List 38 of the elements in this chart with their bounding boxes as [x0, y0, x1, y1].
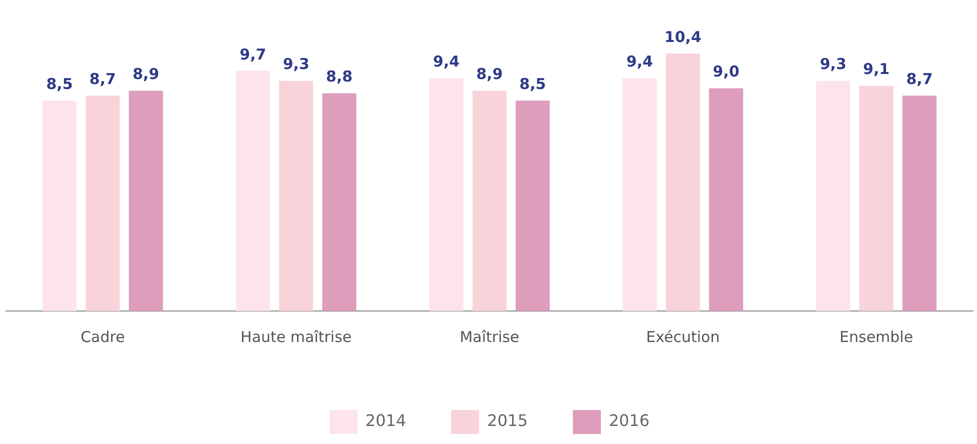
bar — [429, 78, 464, 311]
data-label: 8,5 — [46, 75, 73, 94]
bar — [902, 96, 937, 311]
bar — [86, 96, 120, 311]
bar — [816, 80, 850, 311]
data-label: 9,7 — [240, 45, 266, 64]
x-tick-label: Ensemble — [840, 328, 914, 346]
bar — [472, 90, 507, 311]
legend-label: 2016 — [608, 411, 650, 430]
bar — [859, 86, 894, 311]
bar — [666, 54, 700, 311]
x-tick-label: Haute maîtrise — [240, 328, 352, 346]
legend-label: 2014 — [365, 411, 406, 430]
data-label: 9,3 — [820, 55, 846, 74]
data-label: 8,8 — [326, 68, 353, 86]
bar — [128, 90, 163, 311]
data-label: 9,4 — [433, 52, 460, 71]
bar — [42, 100, 77, 311]
bar — [236, 70, 270, 311]
bar — [622, 78, 657, 311]
data-label: 9,1 — [863, 60, 890, 78]
data-label: 9,3 — [282, 55, 310, 74]
x-tick-label: Maîtrise — [460, 328, 520, 346]
data-label: 8,9 — [476, 65, 503, 84]
data-label: 8,7 — [89, 70, 116, 88]
data-label: 8,9 — [132, 65, 160, 84]
data-label: 8,5 — [519, 75, 546, 94]
data-label: 9,0 — [712, 62, 740, 81]
bar — [709, 88, 744, 311]
x-tick-label: Cadre — [80, 328, 125, 346]
data-label: 9,4 — [626, 52, 653, 71]
bar — [279, 80, 314, 311]
bar — [516, 100, 550, 311]
data-label: 8,7 — [906, 70, 933, 88]
legend-label: 2015 — [487, 411, 528, 430]
x-tick-label: Exécution — [646, 328, 720, 346]
bar — [322, 93, 356, 311]
data-label: 10,4 — [664, 28, 702, 46]
